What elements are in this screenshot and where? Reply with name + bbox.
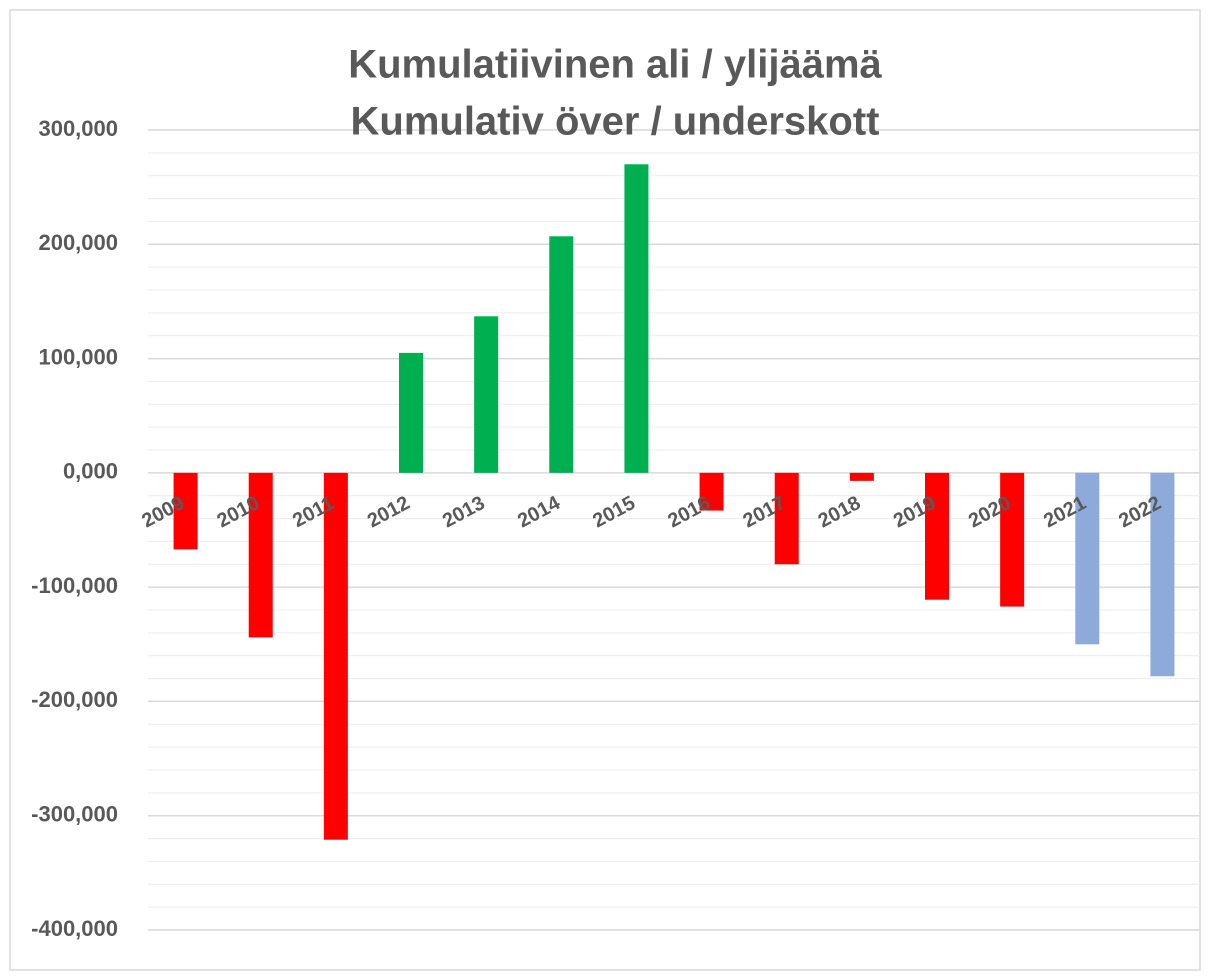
- bar: [774, 472, 799, 565]
- bar: [474, 316, 499, 473]
- y-tick-label: -100,000: [31, 573, 118, 598]
- bar: [1075, 472, 1100, 645]
- chart-title: Kumulativ över / underskott: [351, 100, 880, 144]
- bar: [323, 472, 348, 840]
- y-tick-label: 0,000: [63, 459, 118, 484]
- y-tick-label: -400,000: [31, 916, 118, 941]
- y-tick-label: 300,000: [38, 116, 118, 141]
- chart-title: Kumulatiivinen ali / ylijäämä: [348, 43, 882, 87]
- bar: [549, 236, 574, 473]
- bar: [399, 352, 423, 473]
- y-tick-label: -300,000: [31, 802, 118, 827]
- bar: [1000, 472, 1025, 607]
- y-tick-label: -200,000: [31, 687, 118, 712]
- bar: [699, 472, 724, 511]
- bar: [1150, 472, 1175, 677]
- bar: [849, 472, 874, 481]
- y-tick-label: 200,000: [38, 230, 118, 255]
- bar: [248, 472, 273, 638]
- bar: [925, 472, 949, 600]
- bar: [624, 164, 649, 473]
- y-tick-label: 100,000: [38, 344, 118, 369]
- bars: [173, 164, 1175, 840]
- bar: [173, 472, 198, 550]
- grid: [148, 129, 1200, 931]
